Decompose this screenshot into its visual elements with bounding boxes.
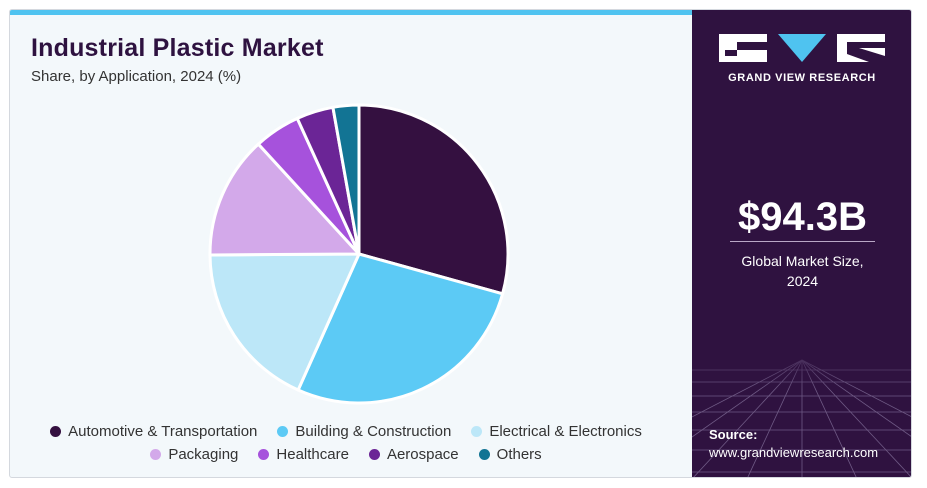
legend-dot	[258, 449, 270, 460]
decorative-grid	[692, 340, 911, 477]
legend-label: Building & Construction	[295, 423, 452, 440]
market-size-value: $94.3B	[738, 195, 867, 239]
market-size-caption: Global Market Size, 2024	[692, 251, 911, 291]
logo-mark-icon	[719, 34, 885, 62]
source-label: Source:	[709, 427, 758, 442]
infographic-card: Industrial Plastic Market Share, by Appl…	[9, 9, 912, 478]
legend-label: Automotive & Transportation	[68, 423, 258, 440]
legend-dot	[150, 449, 162, 460]
brand-name: GRAND VIEW RESEARCH	[728, 72, 876, 84]
legend-dot	[478, 449, 490, 460]
pie-chart	[208, 103, 510, 405]
pie-slice-others	[331, 103, 361, 256]
legend-item-building: Building & Construction	[277, 423, 451, 440]
divider	[730, 241, 875, 242]
legend-dot	[50, 426, 62, 437]
legend-label: Electrical & Electronics	[489, 423, 642, 440]
legend-item-healthcare: Healthcare	[258, 446, 349, 463]
source-url[interactable]: www.grandviewresearch.com	[709, 445, 879, 460]
legend-label: Healthcare	[276, 446, 349, 463]
caption-line-1: Global Market Size,	[741, 253, 864, 269]
pie-slice-packaging	[208, 142, 361, 257]
legend-item-others: Others	[478, 446, 542, 463]
chart-legend: Automotive & Transportation Building & C…	[10, 420, 692, 466]
legend-item-packaging: Packaging	[150, 446, 238, 463]
caption-line-2: 2024	[786, 273, 819, 289]
brand-logo: GRAND VIEW RESEARCH	[719, 34, 885, 88]
summary-panel: GRAND VIEW RESEARCH $94.3B Global Market…	[692, 10, 911, 477]
legend-row-2: Packaging Healthcare Aerospace Others	[10, 443, 692, 466]
legend-label: Packaging	[168, 446, 239, 463]
legend-label: Aerospace	[386, 446, 459, 463]
legend-dot	[471, 426, 483, 437]
pie-slice-automotive-transportation	[357, 103, 510, 296]
legend-item-aerospace: Aerospace	[368, 446, 459, 463]
chart-subtitle: Share, by Application, 2024 (%)	[31, 68, 242, 85]
chart-panel: Industrial Plastic Market Share, by Appl…	[10, 10, 692, 477]
legend-label: Others	[496, 446, 542, 463]
legend-item-electrical: Electrical & Electronics	[471, 423, 642, 440]
legend-row-1: Automotive & Transportation Building & C…	[10, 420, 692, 443]
source-note: Source: www.grandviewresearch.com	[709, 426, 878, 462]
pie-slice-building-construction	[296, 252, 505, 405]
pie-slice-electrical-electronics	[208, 252, 361, 392]
legend-dot	[368, 449, 380, 460]
legend-item-automotive: Automotive & Transportation	[50, 423, 257, 440]
chart-title: Industrial Plastic Market	[31, 34, 324, 62]
legend-dot	[277, 426, 289, 437]
accent-bar	[10, 10, 692, 15]
